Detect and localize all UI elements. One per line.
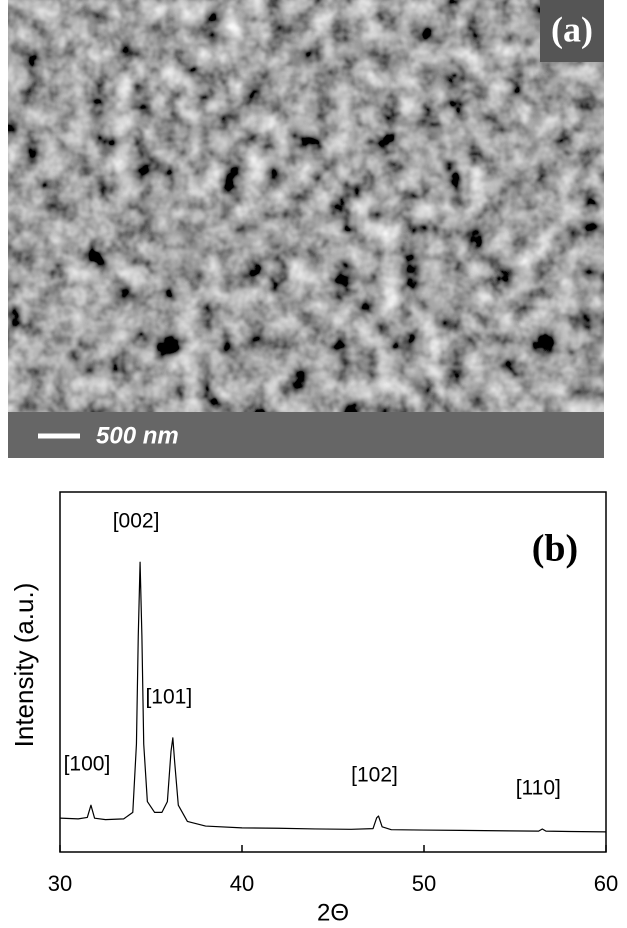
y-axis-label: Intensity (a.u.) — [9, 583, 39, 748]
peak-label: [100] — [64, 753, 111, 776]
sem-panel: 500 nm (a) — [8, 0, 604, 458]
x-tick-label: 60 — [594, 871, 618, 896]
peak-label: [101] — [145, 685, 192, 708]
xrd-chart: (b) 2Θ Intensity (a.u.) 30 40 50 60 [100] [00… — [9, 492, 618, 926]
peak-label: [110] — [516, 777, 561, 800]
sem-image — [8, 0, 604, 412]
x-axis-label: 2Θ — [317, 899, 349, 926]
figure: 500 nm (a) (b) 2Θ Intensity (a.u.) 30 40 5… — [0, 0, 627, 928]
peak-label: [002] — [113, 510, 160, 533]
x-tick-label: 50 — [412, 871, 436, 896]
x-tick-label: 40 — [230, 871, 254, 896]
panel-label: (b) — [532, 528, 578, 570]
x-tick-label: 30 — [48, 871, 72, 896]
scale-bar-label: 500 nm — [96, 422, 179, 449]
panel-label: (a) — [551, 9, 593, 49]
peak-label: [102] — [351, 764, 398, 787]
